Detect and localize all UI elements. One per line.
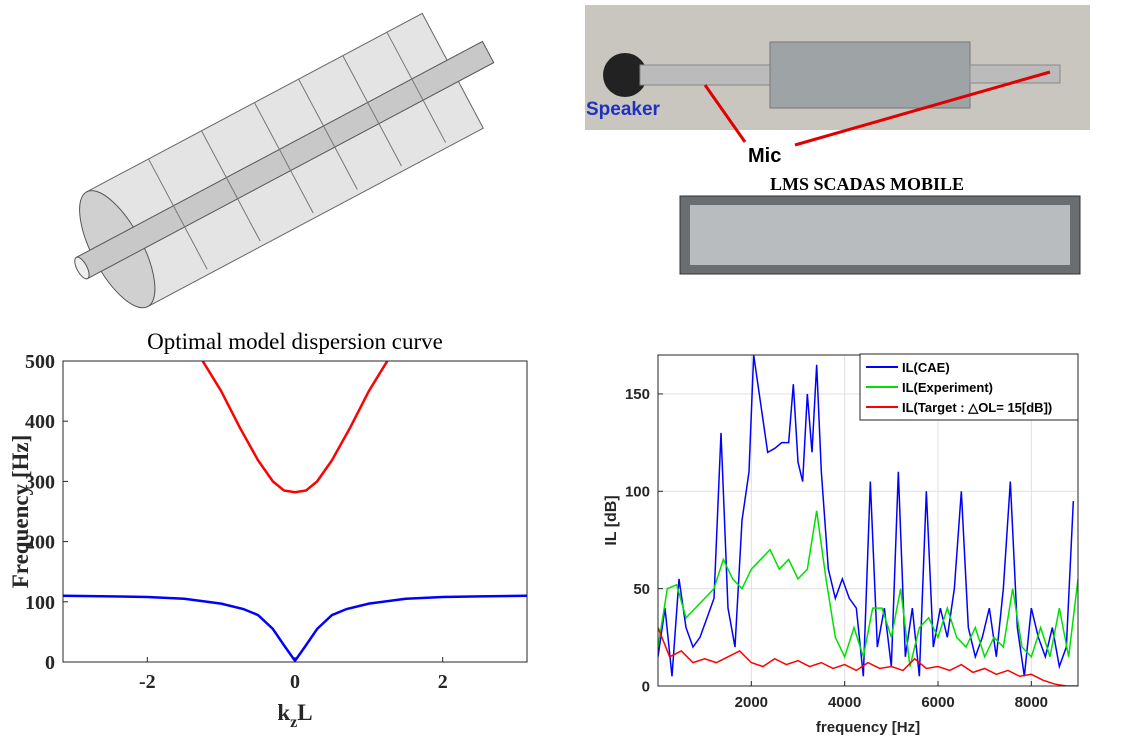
photo: Speaker Mic LMS SCADAS MOBILE bbox=[585, 5, 1090, 275]
insertion-loss-chart: 0 50 100 150 2000 4000 6000 8000 frequency [Hz] I… bbox=[603, 353, 1079, 736]
x-tick-label: -2 bbox=[139, 671, 156, 693]
y-axis-label: IL [dB] bbox=[603, 495, 620, 545]
dispersion-chart: 0 100 200 300 400 500 -2 0 2 Optimal model disper… bbox=[8, 329, 528, 731]
x-tick-label: 4000 bbox=[828, 694, 861, 711]
plot-area bbox=[63, 361, 527, 662]
x-axis-label: frequency [Hz] bbox=[816, 719, 920, 736]
x-label-tail: L bbox=[297, 700, 312, 725]
x-tick-label: 2000 bbox=[735, 694, 768, 711]
mic-label: Mic bbox=[748, 145, 781, 167]
x-tick-label: 0 bbox=[290, 671, 300, 693]
x-tick-label: 2 bbox=[438, 671, 448, 693]
y-tick-label: 50 bbox=[633, 581, 650, 598]
x-tick-label: 6000 bbox=[921, 694, 954, 711]
x-tick-label: 8000 bbox=[1015, 694, 1048, 711]
series-line bbox=[201, 361, 389, 494]
x-label-sub: z bbox=[290, 714, 297, 731]
series-line bbox=[63, 594, 527, 662]
chart-title: Optimal model dispersion curve bbox=[147, 329, 443, 354]
y-tick-label: 0 bbox=[642, 678, 650, 695]
y-tick-label: 100 bbox=[625, 484, 650, 501]
x-label-base: k bbox=[277, 700, 290, 725]
legend-label: IL(CAE) bbox=[902, 360, 950, 375]
series-line bbox=[658, 510, 1078, 667]
legend-label: IL(Experiment) bbox=[902, 380, 993, 395]
y-tick-label: 500 bbox=[25, 351, 55, 373]
y-tick-label: 0 bbox=[45, 652, 55, 674]
y-tick-label: 400 bbox=[25, 411, 55, 433]
y-tick-label: 150 bbox=[625, 386, 650, 403]
series-line bbox=[658, 627, 1078, 686]
plot-frame bbox=[62, 360, 528, 663]
y-tick-label: 300 bbox=[25, 471, 55, 493]
x-axis-label: kzL bbox=[277, 700, 312, 731]
speaker-label: Speaker bbox=[586, 99, 661, 120]
muffler-model bbox=[74, 12, 495, 309]
series-line bbox=[658, 355, 1075, 677]
y-tick-label: 200 bbox=[25, 532, 55, 554]
y-tick-label: 100 bbox=[25, 592, 55, 614]
device-label: LMS SCADAS MOBILE bbox=[770, 174, 964, 194]
y-axis-label: Frequency [Hz] bbox=[8, 435, 33, 589]
legend-label: IL(Target : △OL= 15[dB]) bbox=[902, 400, 1052, 415]
